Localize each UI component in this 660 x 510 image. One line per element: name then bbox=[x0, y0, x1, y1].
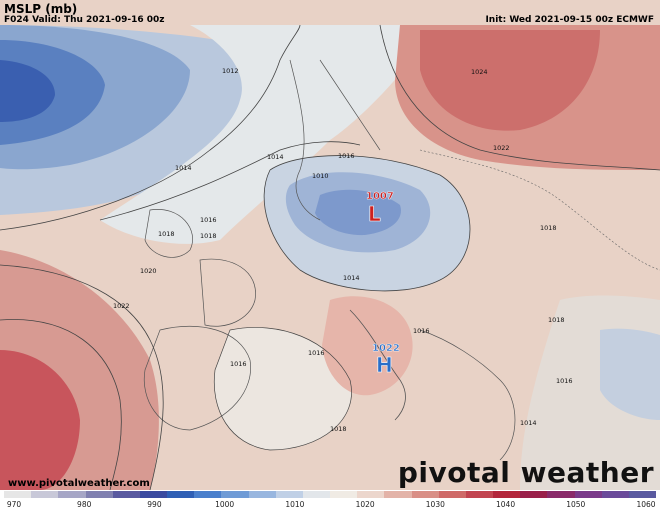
isobar-1022 bbox=[0, 319, 122, 491]
neutral-pressure-band bbox=[100, 25, 430, 244]
isobar-label: 1016 bbox=[200, 216, 217, 224]
baltic-low-core bbox=[315, 189, 401, 236]
colorbar-swatch bbox=[112, 491, 140, 498]
colorbar-swatch bbox=[574, 491, 602, 498]
isobar-1022-east bbox=[379, 24, 660, 171]
coastline-italy bbox=[349, 309, 406, 421]
colorbar-swatch bbox=[4, 491, 32, 498]
colorbar-swatch bbox=[547, 491, 575, 498]
colorbar-swatch bbox=[601, 491, 629, 498]
colorbar-tick-label: 990 bbox=[147, 500, 162, 509]
northeast-high-core bbox=[420, 30, 600, 131]
coastlines-west bbox=[144, 209, 256, 327]
colorbar-swatch bbox=[221, 491, 249, 498]
colorbar-swatch bbox=[194, 491, 222, 498]
colorbar-swatch bbox=[628, 491, 657, 498]
isobar-label: 1016 bbox=[413, 327, 430, 335]
colorbar bbox=[4, 491, 657, 498]
colorbar-tick-label: 980 bbox=[77, 500, 92, 509]
isobar-1020 bbox=[0, 264, 164, 491]
high-center-value: 1022 bbox=[372, 343, 400, 354]
colorbar-swatch bbox=[330, 491, 358, 498]
isobar-1016-med bbox=[213, 327, 352, 451]
high-pressure-center: 1022 H bbox=[372, 343, 400, 378]
colorbar-swatch bbox=[520, 491, 548, 498]
isobar-label: 1012 bbox=[222, 67, 239, 75]
isobar-label: 1020 bbox=[140, 267, 157, 275]
isobar-label: 1014 bbox=[267, 153, 284, 161]
colorbar-swatch bbox=[384, 491, 412, 498]
colorbar-tick-label: 970 bbox=[6, 500, 22, 509]
website-label[interactable]: www.pivotalweather.com bbox=[8, 478, 150, 489]
colorbar-ticks: 970 980 990 1000 1010 1020 1030 1040 1050 1060 bbox=[4, 492, 656, 510]
colorbar-swatch bbox=[85, 491, 113, 498]
colorbar-swatch bbox=[411, 491, 439, 498]
borders-east bbox=[419, 149, 660, 271]
coastlines-scandinavia bbox=[289, 59, 381, 221]
isobar-label: 1016 bbox=[556, 377, 573, 385]
low-pressure-center: 1007 L bbox=[366, 191, 394, 227]
colorbar-tick-label: 1030 bbox=[425, 500, 445, 509]
colorbar-tick-label: 1050 bbox=[566, 500, 586, 509]
mediterranean-neutral bbox=[214, 327, 352, 450]
isobar-label: 1024 bbox=[471, 68, 488, 76]
isobar-label: 1018 bbox=[158, 230, 175, 238]
isobar-1014 bbox=[99, 141, 361, 221]
colorbar-swatch bbox=[438, 491, 466, 498]
northwest-low-center bbox=[0, 60, 55, 122]
colorbar-swatch bbox=[139, 491, 168, 498]
isobar-label: 1016 bbox=[338, 152, 355, 160]
colorbar-swatch bbox=[357, 491, 385, 498]
coastlines-balkans bbox=[419, 329, 516, 461]
brand-logo: pivotal weather bbox=[397, 456, 654, 489]
colorbar-tick-label: 1020 bbox=[355, 500, 375, 509]
high-center-letter: H bbox=[376, 353, 393, 377]
southeast-low bbox=[600, 328, 660, 420]
colorbar-tick-label: 1010 bbox=[285, 500, 305, 509]
colorbar-swatch bbox=[58, 491, 86, 498]
isobar-label: 1018 bbox=[540, 224, 557, 232]
isobar-label: 1018 bbox=[200, 232, 217, 240]
isobar-label: 1014 bbox=[343, 274, 360, 282]
isobar-label: 1014 bbox=[175, 164, 192, 172]
isobar-label: 1022 bbox=[493, 144, 510, 152]
colorbar-swatch bbox=[167, 491, 195, 498]
colorbar-swatch bbox=[31, 491, 59, 498]
isobar-label: 1022 bbox=[113, 302, 130, 310]
colorbar-swatch bbox=[302, 491, 331, 498]
low-center-letter: L bbox=[368, 202, 381, 226]
isobar-1010 bbox=[263, 155, 471, 292]
isobar-label: 1018 bbox=[330, 425, 347, 433]
colorbar-tick-label: 1040 bbox=[496, 500, 516, 509]
colorbar-swatch bbox=[493, 491, 521, 498]
atlantic-high-core bbox=[0, 350, 80, 490]
isobar-label: 1010 bbox=[312, 172, 329, 180]
isobar-label: 1016 bbox=[308, 349, 325, 357]
isobar-label: 1016 bbox=[230, 360, 247, 368]
valid-time: F024 Valid: Thu 2021-09-16 00z bbox=[4, 15, 165, 25]
isobar-label: 1018 bbox=[548, 316, 565, 324]
colorbar-tick-label: 1060 bbox=[636, 500, 656, 509]
map-title: MSLP (mb) bbox=[4, 2, 78, 16]
init-time: Init: Wed 2021-09-15 00z ECMWF bbox=[485, 15, 654, 25]
low-center-value: 1007 bbox=[366, 191, 394, 202]
colorbar-swatch bbox=[465, 491, 494, 498]
coastlines-iberia bbox=[143, 325, 251, 431]
colorbar-swatch bbox=[248, 491, 276, 498]
isobar-label: 1014 bbox=[520, 419, 537, 427]
colorbar-tick-label: 1000 bbox=[215, 500, 235, 509]
colorbar-swatch bbox=[275, 491, 303, 498]
isobar-1012 bbox=[0, 24, 301, 231]
